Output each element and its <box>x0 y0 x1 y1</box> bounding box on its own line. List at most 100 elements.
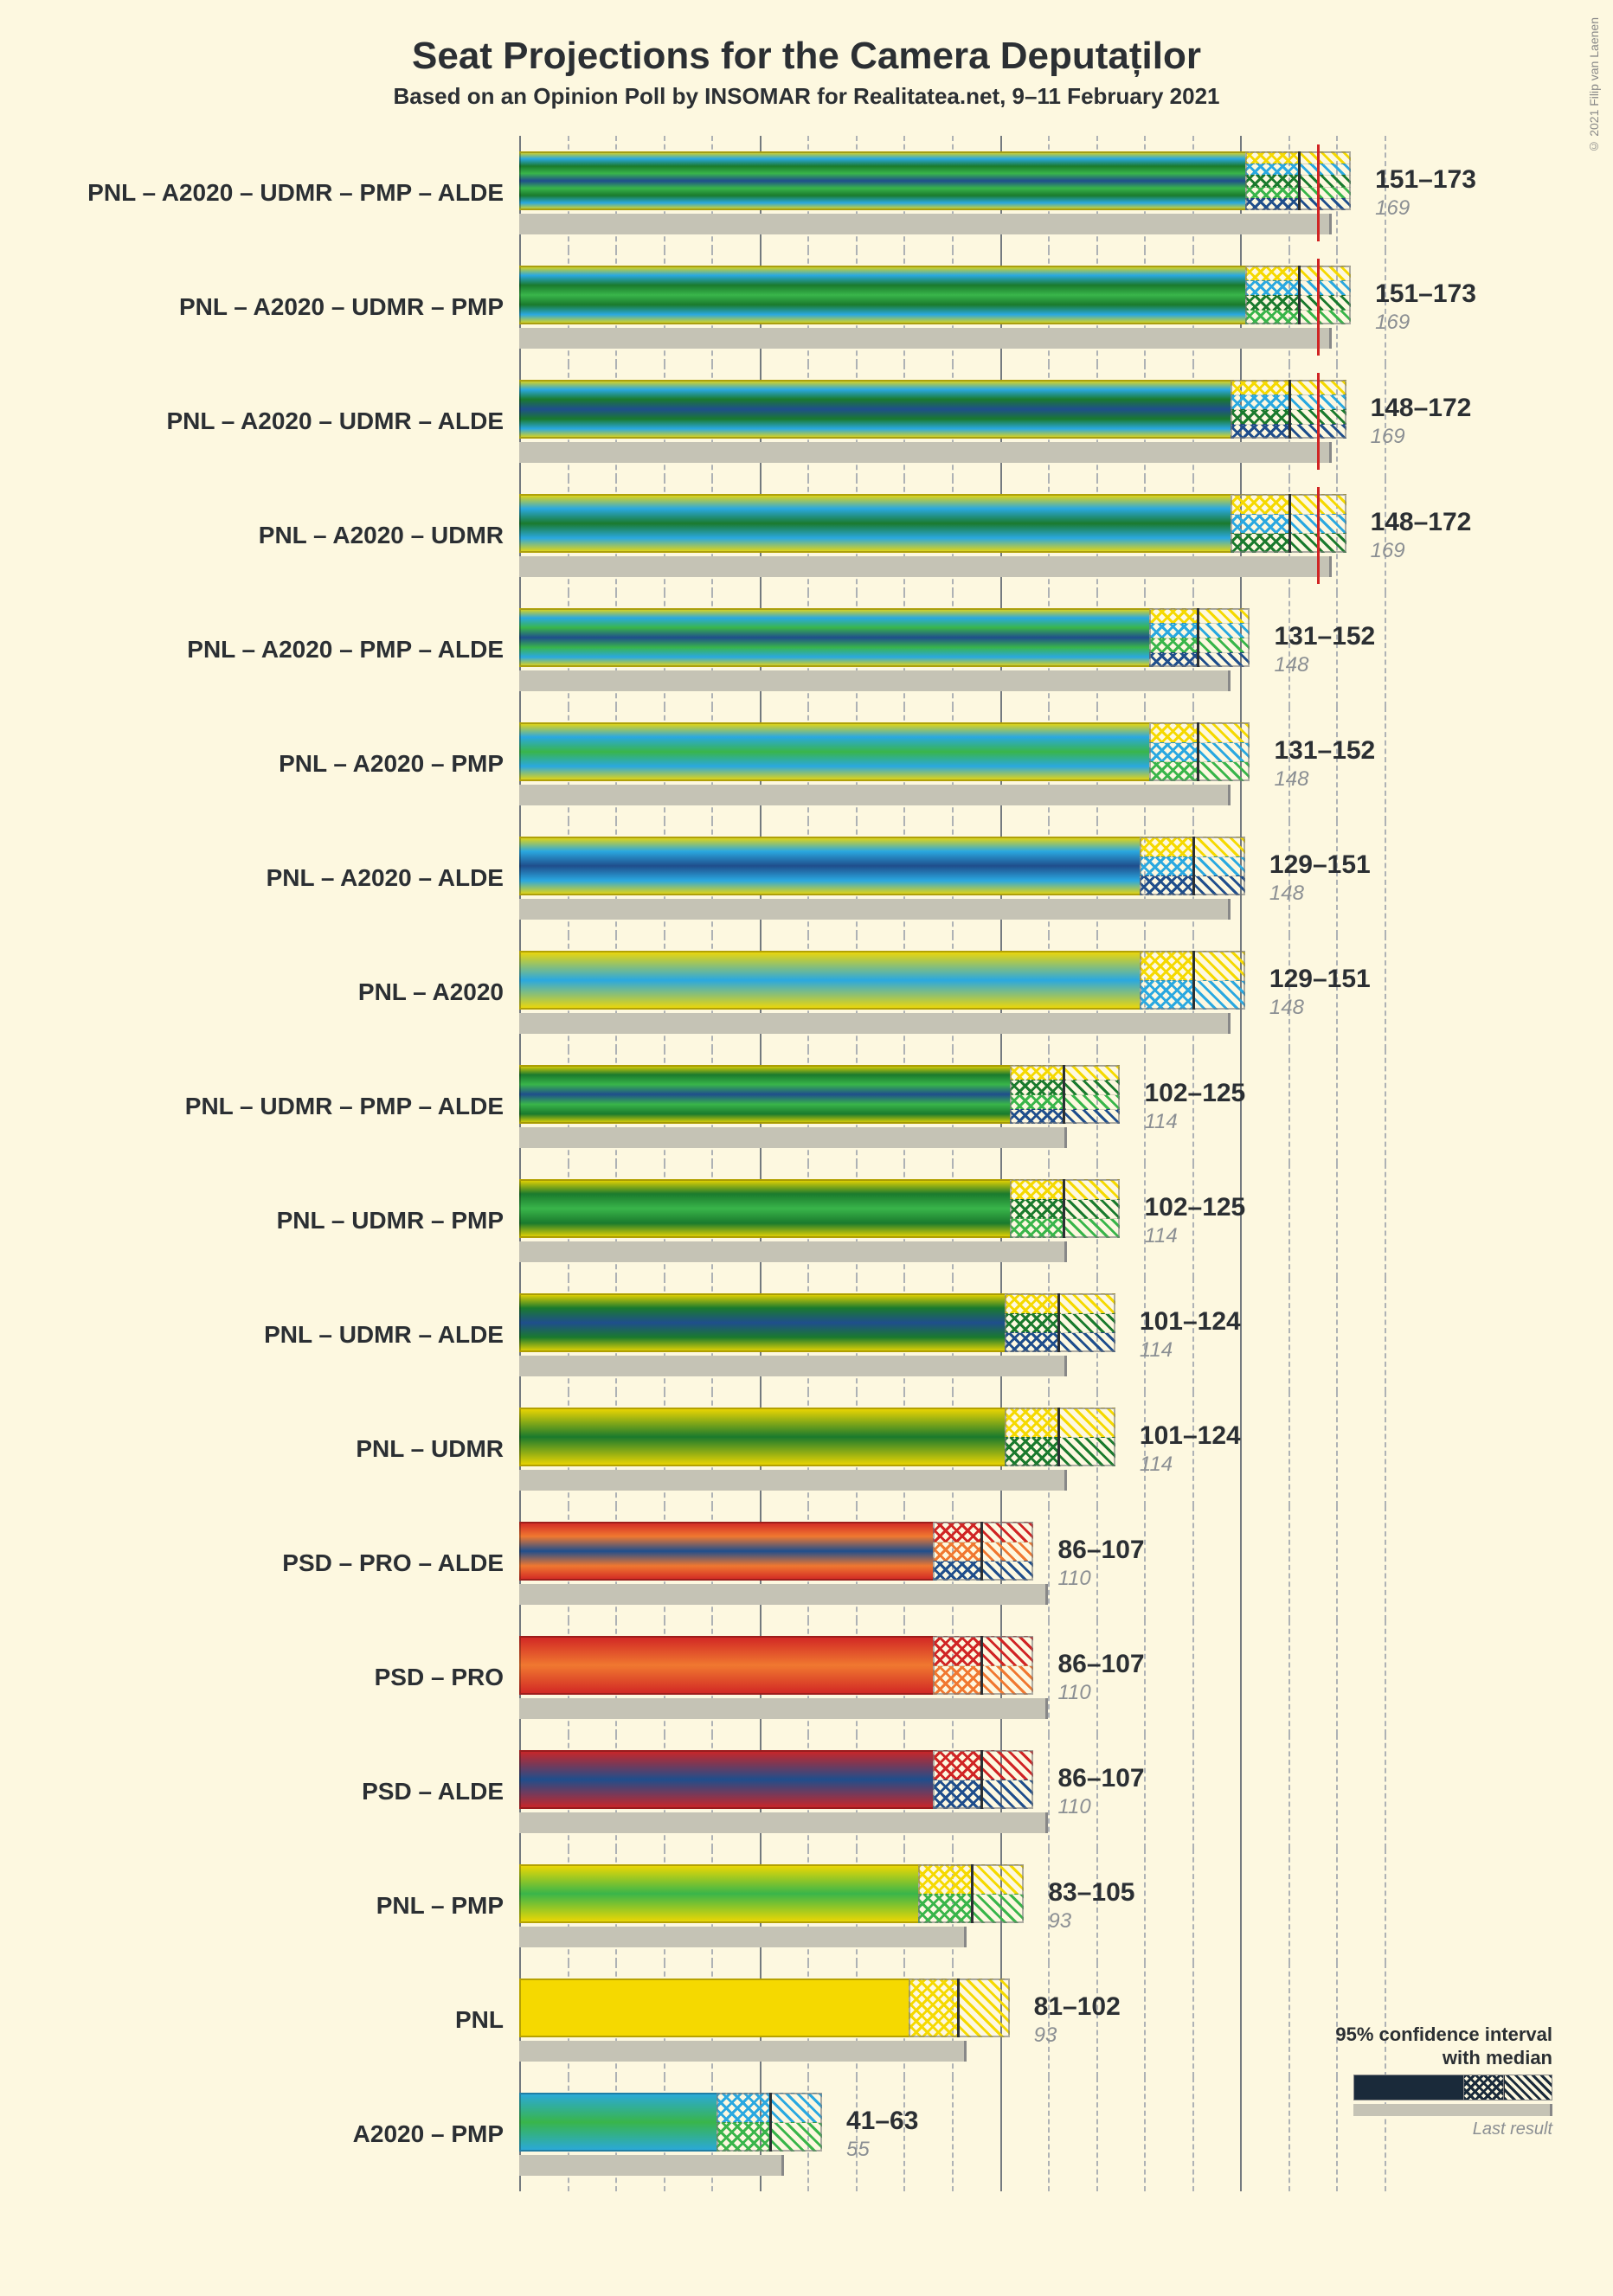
value-range: 148–172 <box>1371 508 1573 537</box>
legend: 95% confidence interval with median Last… <box>1335 2023 1552 2139</box>
coalition-label: PNL – UDMR – ALDE <box>35 1321 519 1349</box>
coalition-row: PSD – PRO86–107110 <box>35 1620 1578 1735</box>
value-last: 110 <box>1057 1567 1260 1591</box>
coalition-row: PNL – A2020 – ALDE129–151148 <box>35 821 1578 935</box>
coalition-row: PNL – UDMR101–124114 <box>35 1392 1578 1506</box>
bar-solid <box>519 1065 1010 1124</box>
bar-solid <box>519 1408 1005 1466</box>
median-line <box>1298 266 1301 324</box>
plot-cell <box>519 593 1385 707</box>
coalition-row: PNL – A2020 – UDMR 148–172169 <box>35 478 1578 593</box>
value-last: 148 <box>1274 653 1476 677</box>
bar-solid <box>519 1750 933 1809</box>
bar-group <box>519 1864 1385 1947</box>
last-result-bar <box>519 1927 967 1947</box>
median-line <box>1057 1408 1060 1466</box>
gridline-minor <box>1385 1849 1386 1963</box>
bar-group <box>519 1979 1385 2062</box>
bar-solid <box>519 494 1231 553</box>
copyright-text: © 2021 Filip van Laenen <box>1587 17 1601 154</box>
bar-solid <box>519 151 1245 210</box>
value-cell: 131–152148 <box>1260 622 1476 677</box>
last-result-bar <box>519 1812 1048 1833</box>
value-range: 86–107 <box>1057 1650 1260 1679</box>
last-result-bar <box>519 556 1332 577</box>
last-result-bar <box>519 785 1231 805</box>
value-cell: 151–173169 <box>1361 165 1578 221</box>
chart-area: PNL – A2020 – UDMR – PMP – ALDE151–17316… <box>35 136 1578 2191</box>
value-last: 169 <box>1375 311 1578 335</box>
gridline-minor <box>1385 1392 1386 1506</box>
gridline-minor <box>1385 1278 1386 1392</box>
value-cell: 148–172169 <box>1357 508 1573 563</box>
coalition-row: PNL – UDMR – PMP – ALDE 102–125114 <box>35 1049 1578 1164</box>
median-line <box>1057 1293 1060 1352</box>
coalition-label: PNL – UDMR – PMP <box>35 1207 519 1235</box>
coalition-label: PNL – A2020 – ALDE <box>35 864 519 892</box>
bar-solid <box>519 1293 1005 1352</box>
bar-group <box>519 722 1385 805</box>
coalition-label: PNL – PMP <box>35 1892 519 1920</box>
gridline-minor <box>1385 1506 1386 1620</box>
value-last: 114 <box>1144 1110 1346 1134</box>
coalition-row: PSD – ALDE 86–107110 <box>35 1735 1578 1849</box>
chart-title: Seat Projections for the Camera Deputați… <box>35 35 1578 78</box>
bar-solid <box>519 837 1140 895</box>
bar-solid <box>519 951 1140 1010</box>
coalition-row: PNL – A2020 – UDMR – PMP – ALDE 151–17316… <box>35 136 1578 250</box>
value-cell: 86–107110 <box>1044 1764 1260 1819</box>
bar-group <box>519 151 1385 234</box>
coalition-label: PNL – A2020 – PMP – ALDE <box>35 636 519 664</box>
value-range: 131–152 <box>1274 622 1476 651</box>
bar-solid <box>519 380 1231 439</box>
coalition-label: PNL – UDMR – PMP – ALDE <box>35 1093 519 1120</box>
value-cell: 81–10293 <box>1020 1992 1237 2048</box>
value-cell: 148–172169 <box>1357 394 1573 449</box>
value-range: 102–125 <box>1144 1193 1346 1222</box>
coalition-label: PSD – ALDE <box>35 1778 519 1805</box>
legend-line1: 95% confidence interval <box>1335 2023 1552 2045</box>
legend-title: 95% confidence interval with median <box>1335 2023 1552 2069</box>
coalition-label: PNL – A2020 – UDMR – PMP – ALDE <box>35 179 519 207</box>
legend-swatch: Last result <box>1353 2075 1552 2139</box>
bar-solid <box>519 1522 933 1581</box>
last-result-bar <box>519 1698 1048 1719</box>
value-cell: 102–125114 <box>1130 1079 1346 1134</box>
last-result-bar <box>519 670 1231 691</box>
last-result-bar <box>519 1356 1067 1376</box>
median-line <box>971 1864 974 1923</box>
majority-line <box>1317 487 1320 584</box>
legend-last-label: Last result <box>1353 2120 1552 2139</box>
coalition-label: PNL – A2020 – UDMR <box>35 522 519 549</box>
value-range: 151–173 <box>1375 165 1578 195</box>
last-result-bar <box>519 899 1231 920</box>
value-range: 102–125 <box>1144 1079 1346 1108</box>
legend-line2: with median <box>1443 2047 1552 2068</box>
last-result-bar <box>519 1013 1231 1034</box>
chart-subtitle: Based on an Opinion Poll by INSOMAR for … <box>35 83 1578 110</box>
median-line <box>1288 380 1291 439</box>
value-cell: 101–124114 <box>1126 1421 1342 1477</box>
bar-solid <box>519 1864 918 1923</box>
value-last: 110 <box>1057 1795 1260 1819</box>
coalition-label: A2020 – PMP <box>35 2120 519 2148</box>
title-block: Seat Projections for the Camera Deputați… <box>35 35 1578 110</box>
coalition-row: PNL – A2020129–151148 <box>35 935 1578 1049</box>
value-range: 81–102 <box>1034 1992 1237 2022</box>
gridline-minor <box>1385 1735 1386 1849</box>
majority-line <box>1317 259 1320 356</box>
last-result-bar <box>519 328 1332 349</box>
coalition-label: PNL <box>35 2006 519 2034</box>
value-last: 114 <box>1140 1453 1342 1477</box>
plot-cell <box>519 364 1385 478</box>
last-result-bar <box>519 1470 1067 1491</box>
value-last: 148 <box>1269 882 1472 906</box>
last-result-bar <box>519 2155 784 2176</box>
last-result-bar <box>519 1584 1048 1605</box>
median-line <box>1197 722 1199 781</box>
value-last: 169 <box>1371 539 1573 563</box>
median-line <box>980 1636 983 1695</box>
median-line <box>1288 494 1291 553</box>
bar-group <box>519 380 1385 463</box>
last-result-bar <box>519 2041 967 2062</box>
